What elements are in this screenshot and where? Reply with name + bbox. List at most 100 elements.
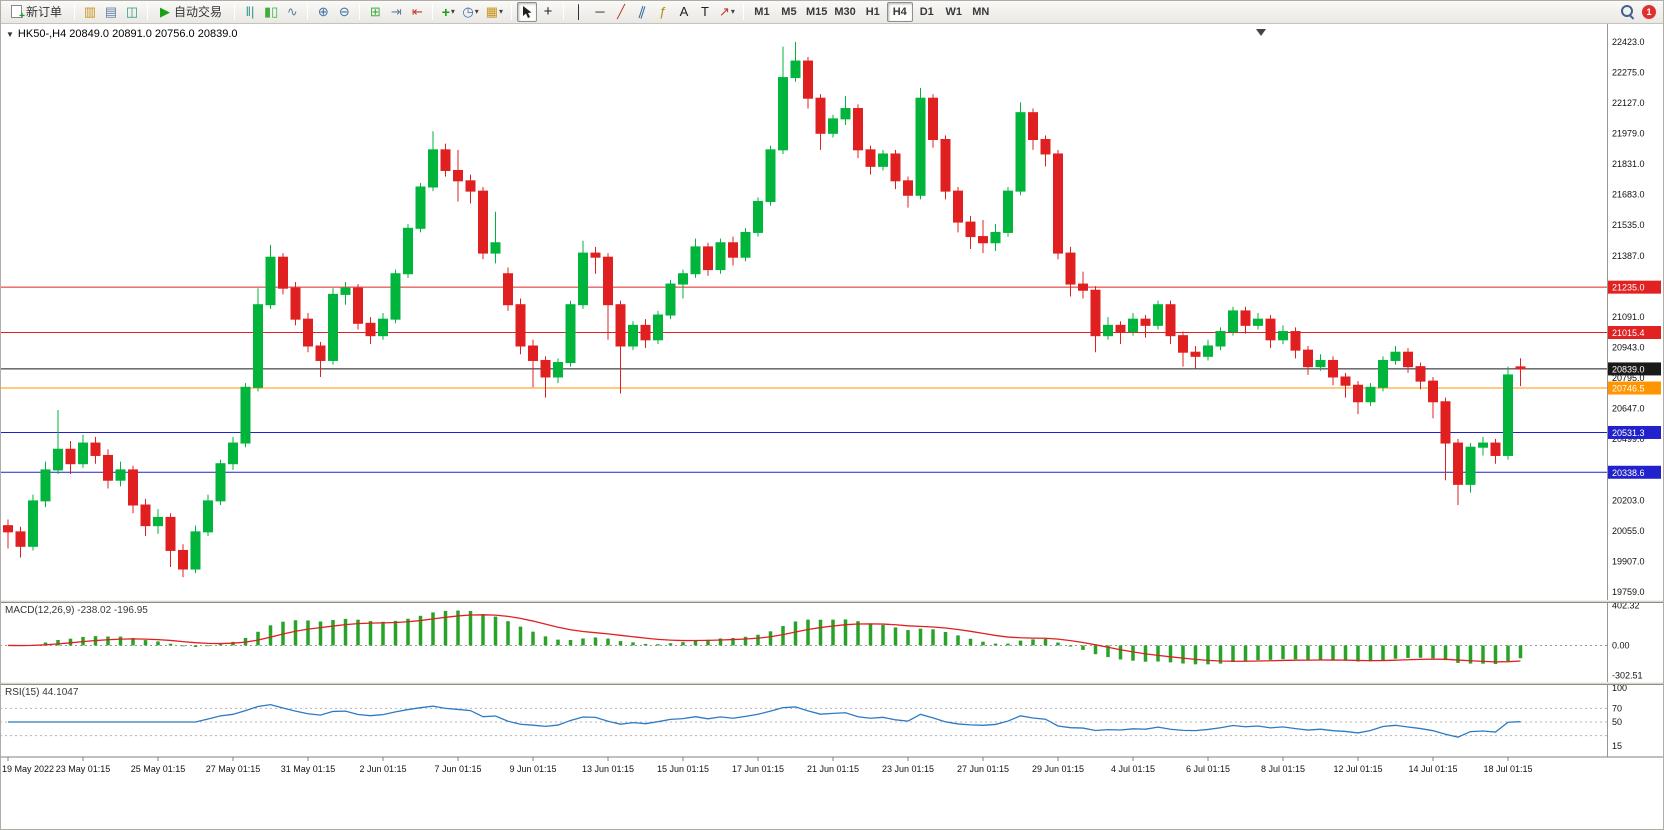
- timeframe-button-m15[interactable]: M15: [803, 2, 830, 22]
- candle-up: [215, 463, 226, 502]
- time-axis-label: 7 Jun 01:15: [434, 764, 481, 774]
- candle-up: [828, 118, 838, 134]
- text-button[interactable]: A: [674, 2, 694, 22]
- candle-down: [1353, 384, 1363, 403]
- candle-up: [240, 386, 251, 444]
- label-button[interactable]: T: [695, 2, 715, 22]
- candle-up: [153, 516, 163, 527]
- vertical-line-icon: │: [574, 4, 584, 19]
- templates-button[interactable]: ▦ ▾: [483, 2, 506, 22]
- timeframe-button-mn[interactable]: MN: [968, 2, 994, 22]
- navigator-button[interactable]: ◫: [122, 2, 142, 22]
- auto-scroll-icon: ⇥: [390, 4, 402, 19]
- line-chart-icon: ∿: [286, 4, 298, 19]
- timeframe-button-m30[interactable]: M30: [831, 2, 858, 22]
- candle-up: [253, 304, 263, 388]
- new-order-label: 新订单: [26, 5, 63, 19]
- candle-down: [1440, 401, 1451, 444]
- market-watch-button[interactable]: ▤: [101, 2, 121, 22]
- candle-up: [1203, 345, 1213, 357]
- chart-title: ▼ HK50-,H4 20849.0 20891.0 20756.0 20839.…: [6, 28, 238, 40]
- search-button[interactable]: [1617, 2, 1637, 22]
- toolbar-separator: [742, 3, 744, 20]
- fibonacci-icon: ƒ: [659, 4, 667, 19]
- time-axis-label: 19 May 2022: [2, 764, 54, 774]
- new-order-button[interactable]: + 新订单: [4, 2, 69, 22]
- candle-down: [853, 108, 863, 151]
- panel-separator-macd[interactable]: [0, 600, 1664, 603]
- chart-shift-icon: ⇤: [411, 4, 423, 19]
- toolbar-separator: [563, 3, 565, 20]
- vertical-line-button[interactable]: │: [569, 2, 589, 22]
- timeframe-button-h4[interactable]: H4: [886, 1, 913, 22]
- candle-down: [803, 60, 813, 99]
- zoom-in-button[interactable]: ⊕: [313, 2, 333, 22]
- timeframe-button-h1[interactable]: H1: [860, 2, 886, 22]
- candle-down: [315, 345, 326, 361]
- timeframe-button-w1[interactable]: W1: [941, 2, 967, 22]
- price-axis-tick: 21387.0: [1612, 251, 1645, 261]
- trendline-button[interactable]: ╱: [611, 2, 631, 22]
- charts-button[interactable]: ▥: [80, 2, 100, 22]
- periods-clock-icon: ◷: [462, 4, 474, 19]
- candle-down: [140, 504, 151, 527]
- channel-button[interactable]: ∥: [632, 2, 652, 22]
- main-toolbar: + 新订单 ▥ ▤ ◫ ▶ 自动交易 ‖| ▮▯ ∿ ⊕ ⊖ ⊞ ⇥ ⇤ + ▾ …: [0, 0, 1664, 24]
- price-tag-label: 20338.6: [1612, 468, 1645, 478]
- charts-icon: ▥: [83, 4, 97, 19]
- auto-trading-button[interactable]: ▶ 自动交易: [153, 2, 229, 22]
- crosshair-icon: +: [543, 3, 553, 20]
- bar-chart-button[interactable]: ‖|: [240, 2, 260, 22]
- time-axis-label: 18 Jul 01:15: [1483, 764, 1532, 774]
- chart-shift-button[interactable]: ⇤: [407, 2, 427, 22]
- time-axis-label: 17 Jun 01:15: [732, 764, 784, 774]
- candle-down: [1303, 349, 1313, 368]
- candle-down: [528, 345, 538, 361]
- candlestick-chart-button[interactable]: ▮▯: [261, 2, 281, 22]
- timeframe-group: M1 M5 M15 M30 H1 H4 D1 W1 MN: [749, 1, 994, 22]
- macd-axis-tick: 402.32: [1612, 601, 1640, 611]
- timeframe-button-m5[interactable]: M5: [776, 2, 802, 22]
- macd-axis-tick: -302.51: [1612, 670, 1643, 680]
- rsi-axis-tick: 50: [1612, 717, 1622, 727]
- line-chart-button[interactable]: ∿: [282, 2, 302, 22]
- candle-up: [1465, 446, 1476, 485]
- candle-down: [1178, 335, 1188, 353]
- arrows-button[interactable]: ↗ ▾: [716, 2, 738, 22]
- add-indicator-icon: +: [441, 3, 450, 20]
- auto-scroll-button[interactable]: ⇥: [386, 2, 406, 22]
- candle-up: [228, 442, 238, 465]
- notification-badge[interactable]: 1: [1642, 4, 1656, 19]
- candle-down: [290, 287, 301, 320]
- price-chart-canvas[interactable]: 22423.0 22275.0 22127.0 21979.0 21831.0 21683…: [0, 24, 1664, 782]
- indicators-button[interactable]: + ▾: [438, 2, 458, 22]
- candle-down: [1090, 289, 1101, 337]
- candle-down: [1165, 304, 1176, 337]
- time-axis-label: 23 Jun 01:15: [882, 764, 934, 774]
- tile-windows-button[interactable]: ⊞: [365, 2, 385, 22]
- timeframe-button-d1[interactable]: D1: [914, 2, 940, 22]
- navigator-icon: ◫: [125, 4, 139, 19]
- price-tag: [1608, 465, 1661, 479]
- horizontal-line-button[interactable]: ─: [590, 2, 610, 22]
- candle-up: [40, 469, 51, 502]
- crosshair-button[interactable]: +: [538, 2, 558, 22]
- price-axis-tick: 20647.0: [1612, 404, 1645, 414]
- periods-button[interactable]: ◷ ▾: [459, 2, 481, 22]
- collapse-arrow-icon[interactable]: ▼: [6, 30, 14, 39]
- zoom-out-button[interactable]: ⊖: [334, 2, 354, 22]
- time-axis-label: 2 Jun 01:15: [359, 764, 406, 774]
- candle-down: [103, 454, 113, 481]
- candle-up: [1365, 386, 1376, 403]
- panel-separator-rsi[interactable]: [0, 682, 1664, 685]
- timeframe-button-m1[interactable]: M1: [749, 2, 775, 22]
- candle-down: [178, 549, 188, 570]
- candle-down: [90, 442, 101, 456]
- cursor-button[interactable]: [517, 1, 538, 22]
- candle-up: [1478, 442, 1488, 448]
- candle-down: [1515, 366, 1526, 370]
- fibonacci-button[interactable]: ƒ: [653, 2, 673, 22]
- price-tag-label: 20746.5: [1612, 384, 1645, 394]
- candle-up: [578, 252, 588, 306]
- candle-down: [1490, 442, 1501, 456]
